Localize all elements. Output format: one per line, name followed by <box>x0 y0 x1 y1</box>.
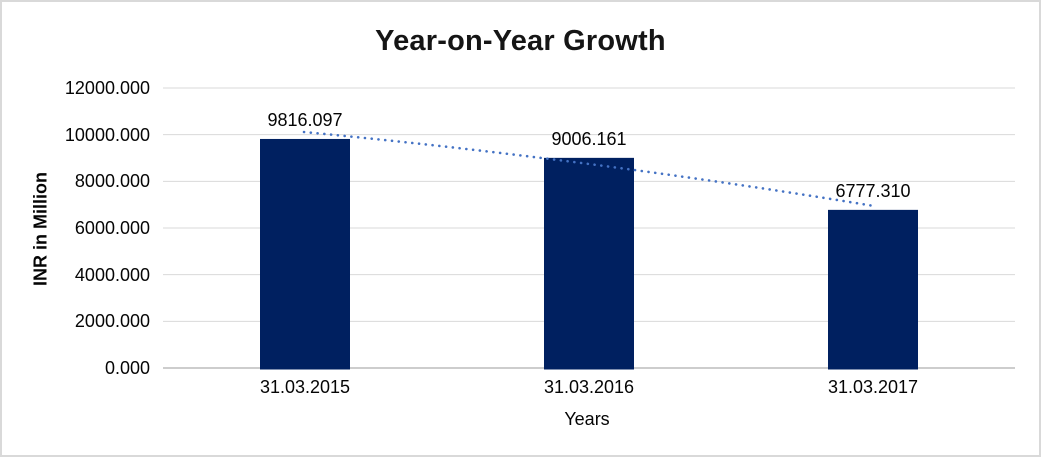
bar-data-label: 6777.310 <box>835 180 911 201</box>
bar-data-label: 9006.161 <box>551 128 627 149</box>
x-category-label: 31.03.2015 <box>259 377 351 397</box>
bar <box>828 209 918 370</box>
x-axis-title: Years <box>564 409 610 429</box>
y-tick-label: 0.000 <box>104 358 150 378</box>
x-category-label: 31.03.2017 <box>827 377 919 397</box>
y-tick-label: 12000.000 <box>64 78 150 98</box>
y-tick-label: 2000.000 <box>74 311 150 332</box>
x-category-label: 31.03.2016 <box>543 377 635 397</box>
y-tick-label: 4000.000 <box>74 264 150 285</box>
bar <box>260 138 350 370</box>
y-tick-label: 10000.000 <box>64 124 150 145</box>
chart-title: Year-on-Year Growth <box>375 25 666 57</box>
trendline-dotted <box>302 130 876 208</box>
y-tick-label: 6000.000 <box>74 218 150 238</box>
bar-data-label: 9816.097 <box>267 109 343 130</box>
y-tick-label: 8000.000 <box>74 171 150 192</box>
bar <box>544 157 634 370</box>
